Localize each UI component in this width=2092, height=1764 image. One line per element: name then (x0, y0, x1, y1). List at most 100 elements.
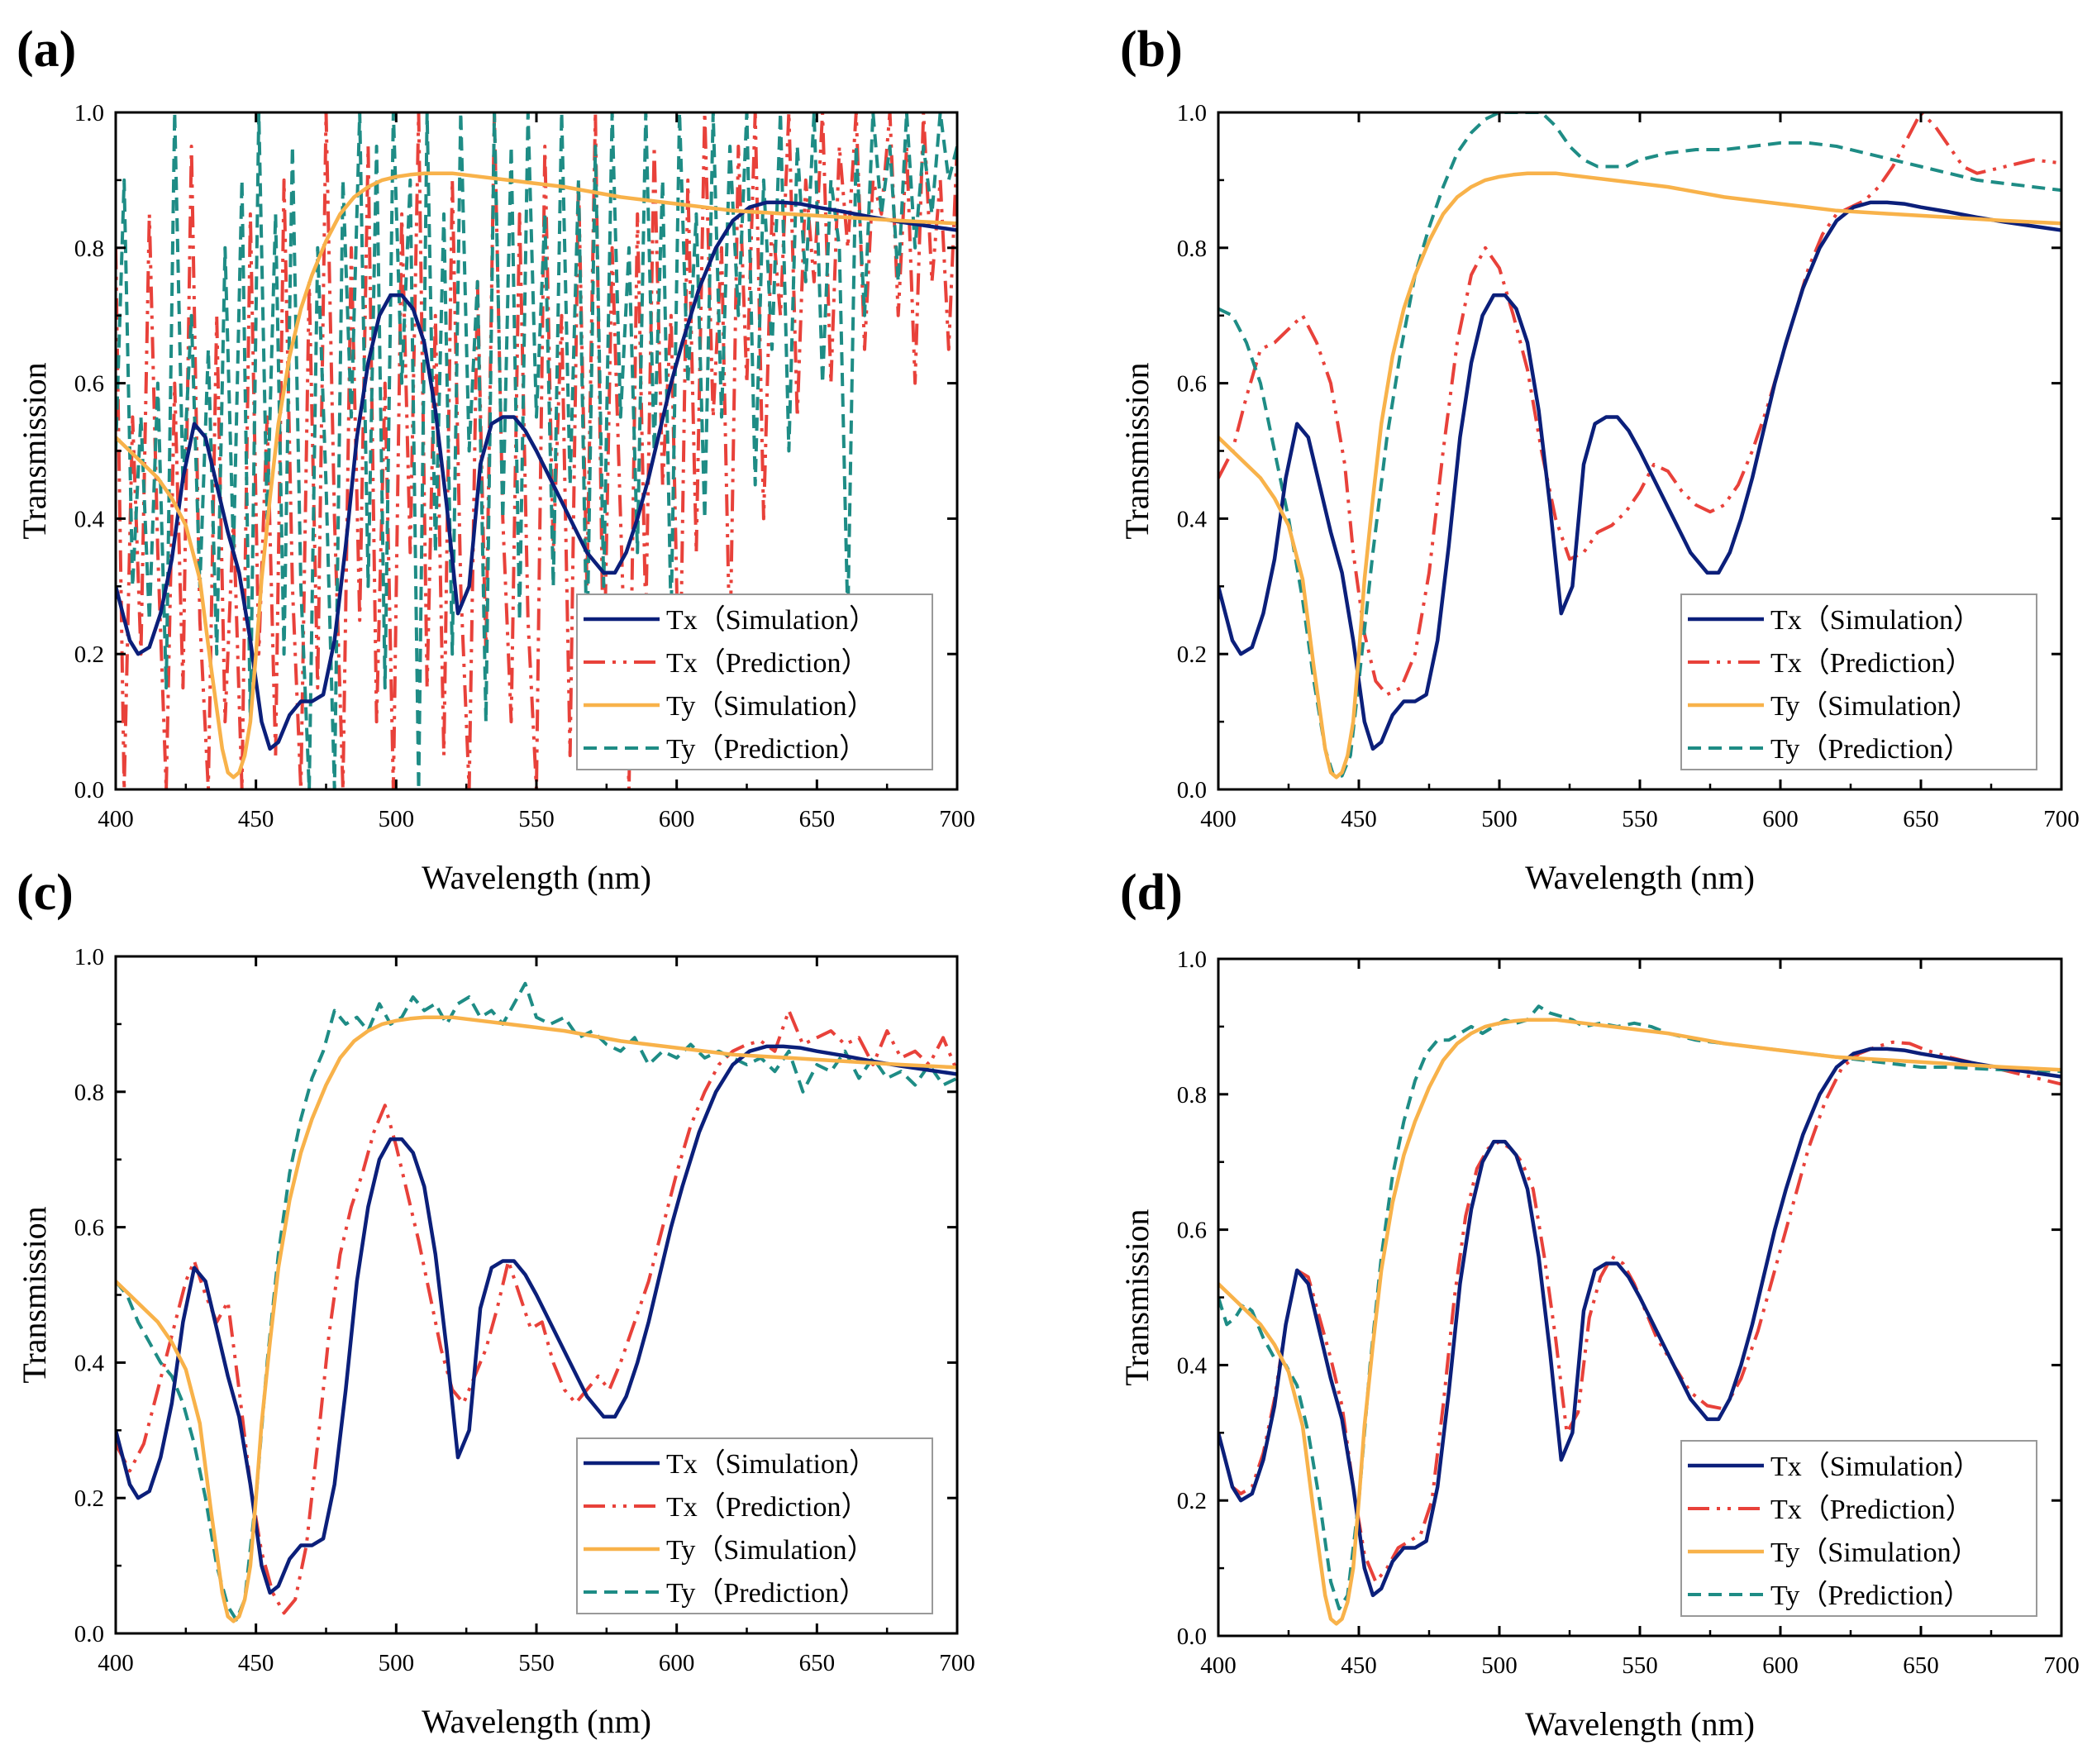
x-tick-label: 550 (518, 806, 555, 832)
x-tick-label: 400 (1200, 806, 1237, 832)
x-tick-label: 500 (379, 806, 415, 832)
x-tick-label: 700 (939, 1650, 975, 1676)
legend-label: Tx（Prediction） (1770, 1494, 1974, 1525)
x-tick-label: 650 (1903, 806, 1939, 832)
y-axis-title: Transmission (1118, 362, 1156, 539)
series-line-2 (1218, 1040, 2061, 1584)
panel-b: (b) 400 450 500 550 600 650 700 0.0 0.2 0.4 0.6 0.8 1… (1118, 21, 2080, 896)
series-line-1 (1218, 1046, 2061, 1598)
y-tick-label: 0.2 (1177, 1488, 1207, 1514)
series-line-3 (1218, 1018, 2061, 1626)
x-tick-label: 450 (1341, 806, 1377, 832)
legend: Tx（Simulation） Tx（Prediction） Ty（Simulatio… (576, 594, 933, 770)
x-tick-label: 450 (238, 1650, 274, 1676)
legend-label: Tx（Prediction） (666, 647, 870, 679)
y-axis-title: Transmission (16, 362, 53, 539)
legend: Tx（Simulation） Tx（Prediction） Ty（Simulatio… (1680, 1440, 2037, 1617)
panel-letter: (c) (17, 865, 74, 921)
legend: Tx（Simulation） Tx（Prediction） Ty（Simulatio… (576, 1437, 933, 1614)
panel-a: (a) 400 450 500 550 600 650 700 0.0 0.2 0.4 0.6 0.8 1… (16, 21, 975, 896)
plot-area (116, 112, 957, 789)
panel-d: (d) 400 450 500 550 600 650 700 0.0 0.2 0.4 0.6 0.8 1… (1118, 865, 2080, 1743)
legend-box (1680, 1440, 2037, 1617)
x-tick-label: 450 (238, 806, 274, 832)
panel-c: (c) 400 450 500 550 600 650 700 0.0 0.2 0.4 0.6 0.8 1… (16, 865, 975, 1740)
x-tick-label: 650 (799, 1650, 836, 1676)
x-tick-label: 600 (1762, 1652, 1799, 1679)
plot-area (1218, 1004, 2061, 1626)
y-tick-label: 0.0 (1177, 777, 1207, 803)
y-tick-label: 0.0 (1177, 1623, 1207, 1650)
legend-label: Tx（Simulation） (666, 604, 877, 636)
y-tick-label: 0.4 (74, 506, 105, 532)
x-tick-label: 600 (659, 806, 695, 832)
x-tick-label: 400 (98, 1650, 134, 1676)
legend-box (576, 594, 933, 770)
x-tick-label: 550 (1622, 806, 1658, 832)
x-tick-label: 700 (939, 806, 975, 832)
x-tick-label: 450 (1341, 1652, 1377, 1679)
y-tick-label: 0.4 (1177, 1352, 1208, 1379)
series-line-1 (116, 200, 957, 751)
y-tick-label: 1.0 (1177, 946, 1207, 973)
x-tick-label: 650 (799, 806, 836, 832)
y-tick-label: 0.0 (74, 1621, 104, 1647)
series-line-3 (1218, 171, 2061, 779)
legend: Tx（Simulation） Tx（Prediction） Ty（Simulatio… (1680, 594, 2037, 770)
plot-area (116, 981, 957, 1623)
x-tick-label: 600 (659, 1650, 695, 1676)
y-tick-label: 1.0 (74, 100, 104, 126)
x-tick-label: 650 (1903, 1652, 1939, 1679)
y-tick-label: 0.4 (74, 1350, 105, 1376)
series-line-1 (116, 1044, 957, 1595)
x-tick-label: 400 (98, 806, 134, 832)
series-line-3 (116, 1015, 957, 1623)
legend-label: Tx（Prediction） (666, 1491, 870, 1523)
series-line-3 (116, 171, 957, 779)
x-axis-title: Wavelength (nm) (422, 1703, 651, 1740)
y-tick-label: 0.6 (1177, 371, 1207, 398)
x-tick-label: 400 (1200, 1652, 1237, 1679)
legend-label: Tx（Simulation） (1770, 1451, 1981, 1482)
legend-label: Ty（Prediction） (1770, 733, 1971, 765)
plot-area (1218, 112, 2061, 779)
y-tick-label: 0.8 (1177, 1082, 1207, 1108)
legend-box (576, 1437, 933, 1614)
legend-label: Ty（Prediction） (1770, 1580, 1971, 1611)
panel-letter: (d) (1120, 865, 1183, 921)
series-line-4 (116, 112, 957, 789)
panel-letter: (b) (1120, 21, 1183, 78)
legend-label: Ty（Simulation） (666, 1534, 875, 1566)
y-tick-label: 0.0 (74, 777, 104, 803)
y-tick-label: 0.8 (74, 236, 104, 262)
y-tick-label: 0.2 (1177, 641, 1207, 668)
x-tick-label: 700 (2043, 806, 2080, 832)
series-line-4 (116, 981, 957, 1622)
series-line-4 (1218, 112, 2061, 778)
panel-letter: (a) (17, 21, 76, 78)
x-tick-label: 500 (379, 1650, 415, 1676)
y-tick-label: 1.0 (1177, 100, 1207, 126)
series-line-1 (1218, 200, 2061, 751)
x-axis-title: Wavelength (nm) (1525, 1705, 1755, 1743)
legend-box (1680, 594, 2037, 770)
x-axis-title: Wavelength (nm) (1525, 859, 1755, 896)
x-tick-label: 700 (2043, 1652, 2080, 1679)
x-tick-label: 550 (1622, 1652, 1658, 1679)
y-axis-title: Transmission (1118, 1209, 1156, 1385)
legend-label: Tx（Prediction） (1770, 647, 1974, 679)
y-tick-label: 1.0 (74, 944, 104, 970)
x-tick-label: 550 (518, 1650, 555, 1676)
legend-label: Tx（Simulation） (666, 1448, 877, 1480)
series-line-2 (1218, 112, 2061, 697)
y-tick-label: 0.2 (74, 641, 104, 668)
legend-label: Ty（Simulation） (1770, 690, 1980, 722)
y-tick-label: 0.6 (74, 1215, 104, 1242)
legend-label: Ty（Simulation） (666, 690, 875, 722)
legend-label: Ty（Prediction） (666, 733, 867, 765)
y-tick-label: 0.8 (1177, 236, 1207, 262)
x-tick-label: 500 (1481, 1652, 1518, 1679)
legend-label: Tx（Simulation） (1770, 604, 1981, 636)
x-tick-label: 600 (1762, 806, 1799, 832)
